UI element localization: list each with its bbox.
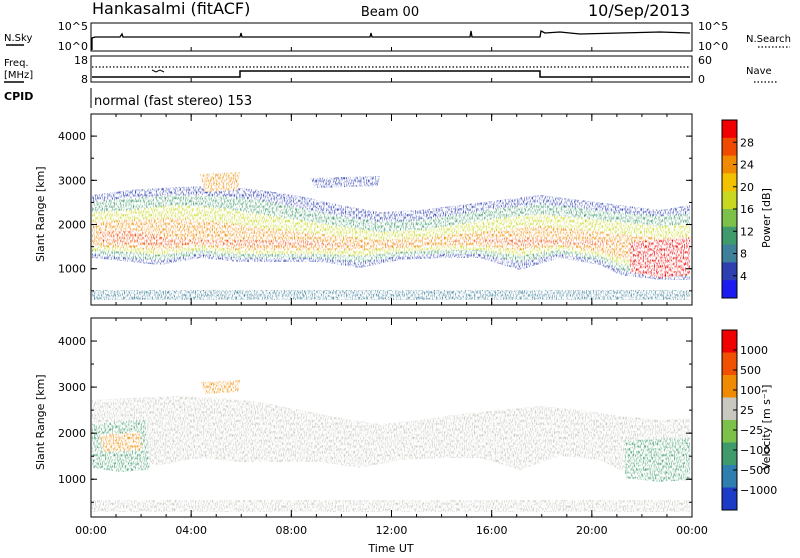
power-cbar-label: Power [dB]: [760, 188, 773, 248]
velocity-heatmap: [92, 380, 690, 512]
velocity-colorbar-tick-label: 1000: [740, 344, 768, 357]
velocity-colorbar-tick-label: −100: [740, 444, 770, 457]
power-axes: 1000 2000 3000 4000: [58, 113, 693, 305]
power-colorbar-swatch: [722, 209, 737, 228]
freq-trace: [92, 70, 690, 78]
power-ylabel: Slant Range [km]: [34, 166, 47, 262]
freq-tick-bottom: 8: [81, 73, 88, 86]
power-colorbar-swatch: [722, 191, 737, 210]
nsearch-label: N.Search: [746, 34, 791, 45]
velocity-axes: 1000 2000 3000 4000 00:00 04:00 08:00 12:00 16:0…: [58, 317, 708, 537]
velocity-colorbar-frame: [721, 329, 738, 511]
freq-tick-top: 18: [74, 54, 88, 67]
beam-label: Beam 00: [361, 5, 419, 20]
power-colorbar-tick-label: 4: [740, 270, 747, 283]
power-colorbar-swatch: [722, 155, 737, 174]
velocity-ytick-label: 1000: [58, 473, 86, 486]
velocity-colorbar-swatch: [722, 420, 737, 443]
velocity-colorbar-swatch: [722, 397, 737, 421]
power-panel: [90, 113, 693, 306]
velocity-ylabel: Slant Range [km]: [34, 374, 47, 470]
nsky-tick-bottom: 10^0: [58, 40, 88, 53]
power-colorbar-tick-label: 12: [740, 225, 754, 238]
power-colorbar-swatch: [722, 262, 737, 281]
nsky-tick-top: 10^5: [58, 20, 88, 33]
velocity-xtick-label: 08:00: [275, 524, 307, 537]
velocity-panel: [90, 317, 693, 518]
power-colorbar-tick-label: 24: [740, 159, 754, 172]
power-colorbar-tick-label: 28: [740, 136, 754, 149]
velocity-cbar-label: Velocity [m s⁻¹]: [760, 385, 773, 470]
freq-unit-label: [MHz]: [4, 70, 33, 81]
freq-label: Freq.: [4, 58, 29, 69]
power-colorbar: 28 24 20 16 12 8 4: [721, 119, 754, 299]
velocity-colorbar-tick-label: 25: [740, 404, 754, 417]
velocity-colorbar-swatch: [722, 330, 737, 353]
velocity-colorbar-tick-label: −25: [740, 424, 763, 437]
velocity-colorbar-swatch: [722, 352, 737, 376]
velocity-xtick-label: 00:00: [75, 524, 107, 537]
power-ytick-label: 2000: [58, 219, 86, 232]
nave-tick-bottom: 0: [698, 73, 705, 86]
power-ytick-label: 4000: [58, 130, 86, 143]
nsky-panel: N.Sky 10^5 10^0 10^5 10^0 N.Search: [4, 20, 791, 53]
power-colorbar-swatch: [722, 173, 737, 192]
velocity-ytick-label: 4000: [58, 335, 86, 348]
velocity-xtick-label: 16:00: [476, 524, 508, 537]
station-title: Hankasalmi (fitACF): [92, 0, 250, 18]
velocity-colorbar: 1000 500 100 25 −25 −100 −500 −1000: [721, 329, 777, 511]
power-colorbar-swatch: [722, 120, 737, 139]
power-colorbar-tick-label: 16: [740, 203, 754, 216]
velocity-colorbar-tick-label: −500: [740, 464, 770, 477]
nave-tick-top: 60: [698, 54, 712, 67]
time-xlabel: Time UT: [367, 542, 413, 554]
power-colorbar-tick-label: 20: [740, 181, 754, 194]
nsky-trace: [91, 30, 691, 50]
velocity-xtick-label: 04:00: [175, 524, 207, 537]
power-colorbar-swatch: [722, 226, 737, 246]
cpid-value: normal (fast stereo) 153: [94, 94, 252, 109]
velocity-ytick-label: 3000: [58, 381, 86, 394]
power-heatmap: [92, 172, 690, 300]
velocity-colorbar-swatch: [722, 375, 737, 398]
velocity-colorbar-tick-label: 500: [740, 364, 761, 377]
velocity-xtick-label: 12:00: [376, 524, 408, 537]
velocity-xtick-label: 20:00: [576, 524, 608, 537]
velocity-colorbar-swatch: [722, 487, 737, 511]
nsearch-tick-bottom: 10^0: [698, 40, 728, 53]
power-ytick-label: 1000: [58, 263, 86, 276]
power-colorbar-swatch: [722, 137, 737, 157]
cpid-label: CPID: [4, 90, 33, 103]
velocity-colorbar-tick-label: 100: [740, 384, 761, 397]
power-colorbar-swatch: [722, 244, 737, 263]
nsearch-tick-top: 10^5: [698, 20, 728, 33]
power-ytick-label: 3000: [58, 174, 86, 187]
nsky-label: N.Sky: [4, 33, 32, 44]
cpid-panel: CPID normal (fast stereo) 153: [4, 88, 252, 109]
velocity-xtick-label: 00:00: [676, 524, 708, 537]
velocity-colorbar-tick-label: −1000: [740, 484, 777, 497]
velocity-colorbar-swatch: [722, 465, 737, 488]
power-colorbar-swatch: [722, 280, 737, 299]
date-label: 10/Sep/2013: [588, 1, 690, 20]
velocity-colorbar-swatch: [722, 442, 737, 466]
velocity-ytick-label: 2000: [58, 427, 86, 440]
power-colorbar-tick-label: 8: [740, 248, 747, 261]
nave-label: Nave: [746, 66, 772, 77]
